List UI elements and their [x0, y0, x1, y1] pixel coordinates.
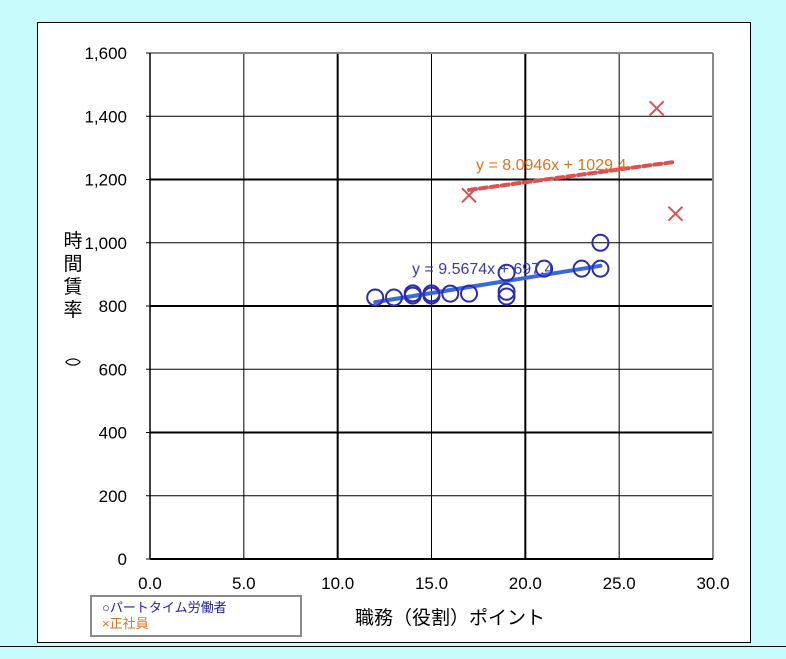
y-tick-label: 400 [99, 424, 127, 443]
x-tick-label: 15.0 [415, 574, 448, 593]
data-point-circle [497, 282, 516, 301]
legend-item-part-time: ○パートタイム労働者 [102, 600, 227, 615]
y-tick-label: 1,600 [84, 44, 127, 63]
data-point-circle [460, 284, 479, 303]
data-point-x [648, 100, 665, 117]
y-tick-label: 1,000 [84, 234, 127, 253]
data-point-circle [591, 233, 610, 252]
x-tick-label: 5.0 [232, 574, 256, 593]
x-tick-label: 20.0 [509, 574, 542, 593]
y-tick-label: 200 [99, 487, 127, 506]
y-axis-label-char: 時 [63, 231, 83, 252]
y-axis-label-paren: ︵ ︶ [64, 348, 81, 379]
data-point-circle [366, 288, 385, 307]
legend-item-regular: ×正社員 [102, 616, 149, 631]
data-point-circle [403, 284, 422, 303]
y-tick-label: 800 [99, 297, 127, 316]
x-tick-label: 0.0 [138, 574, 162, 593]
y-tick-label: 1,400 [84, 107, 127, 126]
data-point-x [461, 187, 477, 204]
divider [0, 646, 786, 647]
data-point-circle [422, 284, 441, 303]
x-tick-label: 10.0 [321, 574, 354, 593]
y-axis-label-char: 間 [63, 254, 83, 275]
data-point-circle [497, 287, 516, 306]
y-axis-label-char: 賃 [63, 277, 83, 298]
legend: ○パートタイム労働者 ×正社員 [90, 595, 302, 637]
y-tick-label: 0 [118, 550, 127, 569]
y-axis-label-char: 率 [63, 300, 83, 321]
data-point-circle [384, 288, 403, 307]
y-tick-label: 600 [99, 360, 127, 379]
x-tick-label: 25.0 [603, 574, 636, 593]
data-point-circle [497, 263, 516, 282]
data-point-circle [441, 284, 460, 303]
trendline-equation-regular: y = 8.0946x + 1029.4 [476, 157, 626, 174]
data-point-circle [591, 259, 610, 278]
data-point-circle [535, 259, 554, 278]
x-tick-label: 30.0 [696, 574, 729, 593]
trendline [467, 159, 678, 192]
trendline [373, 263, 603, 305]
x-axis-label: 職務（役割）ポイント [355, 608, 546, 629]
y-tick-label: 1,200 [84, 171, 127, 190]
data-point-circle [572, 259, 591, 278]
y-axis-label: 時 間 賃 率 ︵ ︶ [62, 230, 84, 379]
data-point-x [667, 205, 684, 222]
trendline-equation-part-time: y = 9.5674x + 697.4 [412, 261, 554, 278]
